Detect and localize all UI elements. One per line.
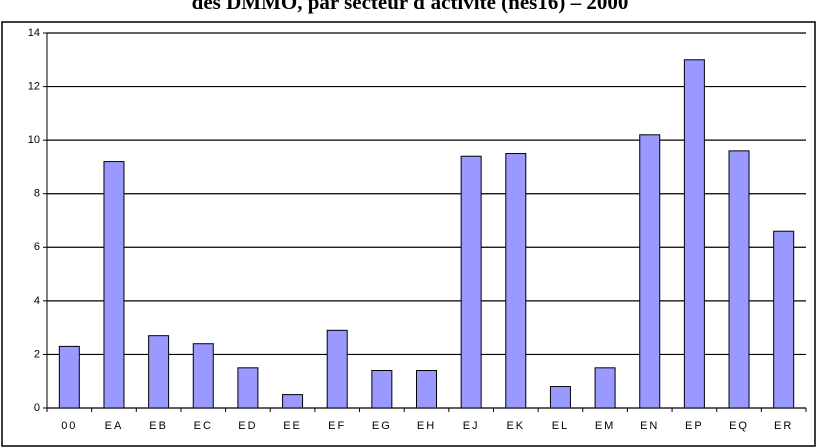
x-tick-label: EB xyxy=(149,420,168,432)
x-tick-label: EC xyxy=(194,420,213,432)
bar xyxy=(192,343,214,409)
y-tick-label: 8 xyxy=(34,188,40,200)
x-tick-label: EA xyxy=(105,420,124,432)
y-tick-label: 2 xyxy=(34,348,40,360)
x-tick-label: EL xyxy=(552,420,569,432)
bar xyxy=(460,155,482,409)
bar xyxy=(148,335,170,409)
y-tick-label: 12 xyxy=(28,80,40,92)
y-tick-label: 10 xyxy=(28,134,40,146)
bar xyxy=(282,394,304,409)
y-tick-label: 4 xyxy=(34,295,40,307)
x-tick-label: EF xyxy=(328,420,346,432)
bar xyxy=(103,161,125,409)
bar xyxy=(326,329,348,409)
x-tick-label: EJ xyxy=(463,420,480,432)
x-tick-label: EP xyxy=(685,420,704,432)
y-tick-label: 0 xyxy=(34,402,40,414)
bar xyxy=(728,150,750,409)
x-tick-label: EH xyxy=(417,420,436,432)
x-tick-label: ER xyxy=(774,420,793,432)
bar xyxy=(416,370,437,409)
bar xyxy=(549,386,571,409)
y-tick-label: 14 xyxy=(28,27,40,39)
bar xyxy=(371,370,393,409)
x-tick-label: EM xyxy=(595,420,616,432)
x-tick-label: EQ xyxy=(729,420,749,432)
bar xyxy=(237,367,259,409)
x-tick-label: EG xyxy=(372,420,392,432)
bar xyxy=(58,345,80,409)
chart-frame xyxy=(1,21,816,447)
x-tick-label: EE xyxy=(283,420,302,432)
chart-title: des DMMO, par secteur d'activité (nes16)… xyxy=(192,0,629,14)
bar xyxy=(505,153,527,409)
bar xyxy=(594,367,616,409)
x-tick-label: EK xyxy=(506,420,525,432)
bar xyxy=(683,59,705,409)
x-tick-label: EN xyxy=(640,420,659,432)
y-tick-label: 6 xyxy=(34,241,40,253)
x-tick-label: ED xyxy=(238,420,257,432)
bar xyxy=(773,230,795,409)
bar xyxy=(639,134,661,409)
x-tick-label: 00 xyxy=(61,420,77,432)
